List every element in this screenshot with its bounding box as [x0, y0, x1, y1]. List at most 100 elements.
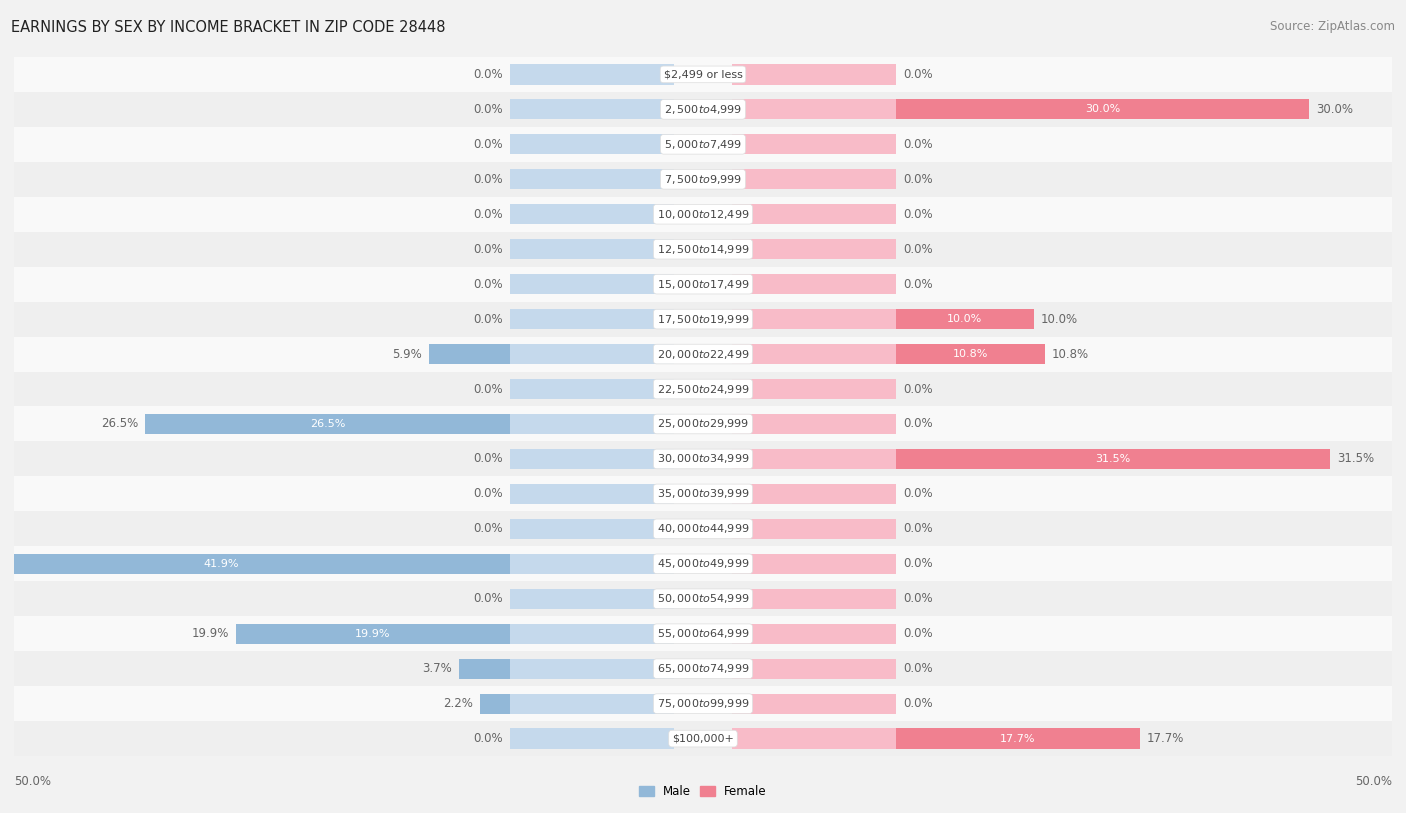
Text: 31.5%: 31.5% [1095, 454, 1130, 464]
Text: 41.9%: 41.9% [204, 559, 239, 569]
Text: $50,000 to $54,999: $50,000 to $54,999 [657, 593, 749, 605]
Bar [14, 337, 1392, 372]
Bar [14, 127, 1392, 162]
Bar [733, 274, 896, 294]
Text: 26.5%: 26.5% [309, 419, 346, 429]
Text: 17.7%: 17.7% [1147, 733, 1184, 745]
Bar [733, 344, 896, 364]
Bar [733, 449, 896, 469]
Text: 0.0%: 0.0% [903, 243, 932, 255]
Legend: Male, Female: Male, Female [634, 780, 772, 802]
Text: 10.0%: 10.0% [948, 314, 983, 324]
Bar [733, 484, 896, 504]
Text: 0.0%: 0.0% [474, 278, 503, 290]
Text: 0.0%: 0.0% [903, 68, 932, 80]
Bar [510, 659, 673, 679]
Bar [510, 99, 673, 120]
Bar [14, 581, 1392, 616]
Text: 19.9%: 19.9% [191, 628, 229, 640]
Text: 26.5%: 26.5% [101, 418, 138, 430]
Text: 0.0%: 0.0% [903, 558, 932, 570]
Text: 0.0%: 0.0% [903, 523, 932, 535]
Text: 0.0%: 0.0% [903, 173, 932, 185]
Text: 5.9%: 5.9% [392, 348, 422, 360]
Bar [733, 204, 896, 224]
Text: $7,500 to $9,999: $7,500 to $9,999 [664, 173, 742, 185]
Bar [510, 589, 673, 609]
Text: $35,000 to $39,999: $35,000 to $39,999 [657, 488, 749, 500]
Text: 0.0%: 0.0% [474, 733, 503, 745]
Bar [14, 441, 1392, 476]
Text: 0.0%: 0.0% [474, 313, 503, 325]
Text: 31.5%: 31.5% [1337, 453, 1374, 465]
Text: 17.7%: 17.7% [1000, 733, 1036, 744]
Bar [733, 99, 896, 120]
Bar [14, 162, 1392, 197]
Bar [14, 616, 1392, 651]
Bar [510, 274, 673, 294]
Text: 0.0%: 0.0% [903, 278, 932, 290]
Text: $2,500 to $4,999: $2,500 to $4,999 [664, 103, 742, 115]
Text: $55,000 to $64,999: $55,000 to $64,999 [657, 628, 749, 640]
Bar [510, 379, 673, 399]
Text: 2.2%: 2.2% [443, 698, 472, 710]
Text: $22,500 to $24,999: $22,500 to $24,999 [657, 383, 749, 395]
Text: $40,000 to $44,999: $40,000 to $44,999 [657, 523, 749, 535]
Text: 0.0%: 0.0% [474, 488, 503, 500]
Bar [733, 589, 896, 609]
Bar [510, 64, 673, 85]
Text: $12,500 to $14,999: $12,500 to $14,999 [657, 243, 749, 255]
Bar [14, 372, 1392, 406]
Text: 0.0%: 0.0% [903, 488, 932, 500]
Text: $20,000 to $22,499: $20,000 to $22,499 [657, 348, 749, 360]
Bar [733, 624, 896, 644]
Bar [510, 134, 673, 154]
Text: $17,500 to $19,999: $17,500 to $19,999 [657, 313, 749, 325]
Bar [733, 309, 896, 329]
Bar [14, 57, 1392, 92]
Bar [510, 204, 673, 224]
Text: 3.7%: 3.7% [422, 663, 453, 675]
Bar [14, 267, 1392, 302]
Text: 0.0%: 0.0% [474, 523, 503, 535]
Bar [14, 406, 1392, 441]
Text: 10.0%: 10.0% [1040, 313, 1078, 325]
Text: EARNINGS BY SEX BY INCOME BRACKET IN ZIP CODE 28448: EARNINGS BY SEX BY INCOME BRACKET IN ZIP… [11, 20, 446, 35]
Text: 0.0%: 0.0% [903, 383, 932, 395]
Bar [14, 92, 1392, 127]
Bar [14, 546, 1392, 581]
Bar [510, 624, 673, 644]
Bar [14, 721, 1392, 756]
Bar [733, 379, 896, 399]
Text: 0.0%: 0.0% [474, 208, 503, 220]
Text: 0.0%: 0.0% [903, 138, 932, 150]
Text: $2,499 or less: $2,499 or less [664, 69, 742, 80]
Bar [14, 651, 1392, 686]
Text: 0.0%: 0.0% [474, 383, 503, 395]
Text: 0.0%: 0.0% [474, 103, 503, 115]
Bar [733, 134, 896, 154]
Bar [460, 659, 510, 679]
Text: 19.9%: 19.9% [356, 628, 391, 639]
Text: 0.0%: 0.0% [474, 453, 503, 465]
Text: 30.0%: 30.0% [1085, 104, 1121, 115]
Bar [236, 624, 510, 644]
Bar [733, 64, 896, 85]
Text: $65,000 to $74,999: $65,000 to $74,999 [657, 663, 749, 675]
Bar [510, 169, 673, 189]
Bar [510, 484, 673, 504]
Text: 0.0%: 0.0% [474, 593, 503, 605]
Text: $45,000 to $49,999: $45,000 to $49,999 [657, 558, 749, 570]
Text: 10.8%: 10.8% [953, 349, 988, 359]
Text: Source: ZipAtlas.com: Source: ZipAtlas.com [1270, 20, 1395, 33]
Text: $15,000 to $17,499: $15,000 to $17,499 [657, 278, 749, 290]
Bar [733, 414, 896, 434]
Bar [14, 476, 1392, 511]
Text: $5,000 to $7,499: $5,000 to $7,499 [664, 138, 742, 150]
Bar [510, 344, 673, 364]
Text: 50.0%: 50.0% [14, 776, 51, 789]
Text: 30.0%: 30.0% [1316, 103, 1353, 115]
Bar [510, 239, 673, 259]
Text: $100,000+: $100,000+ [672, 733, 734, 744]
Bar [733, 239, 896, 259]
